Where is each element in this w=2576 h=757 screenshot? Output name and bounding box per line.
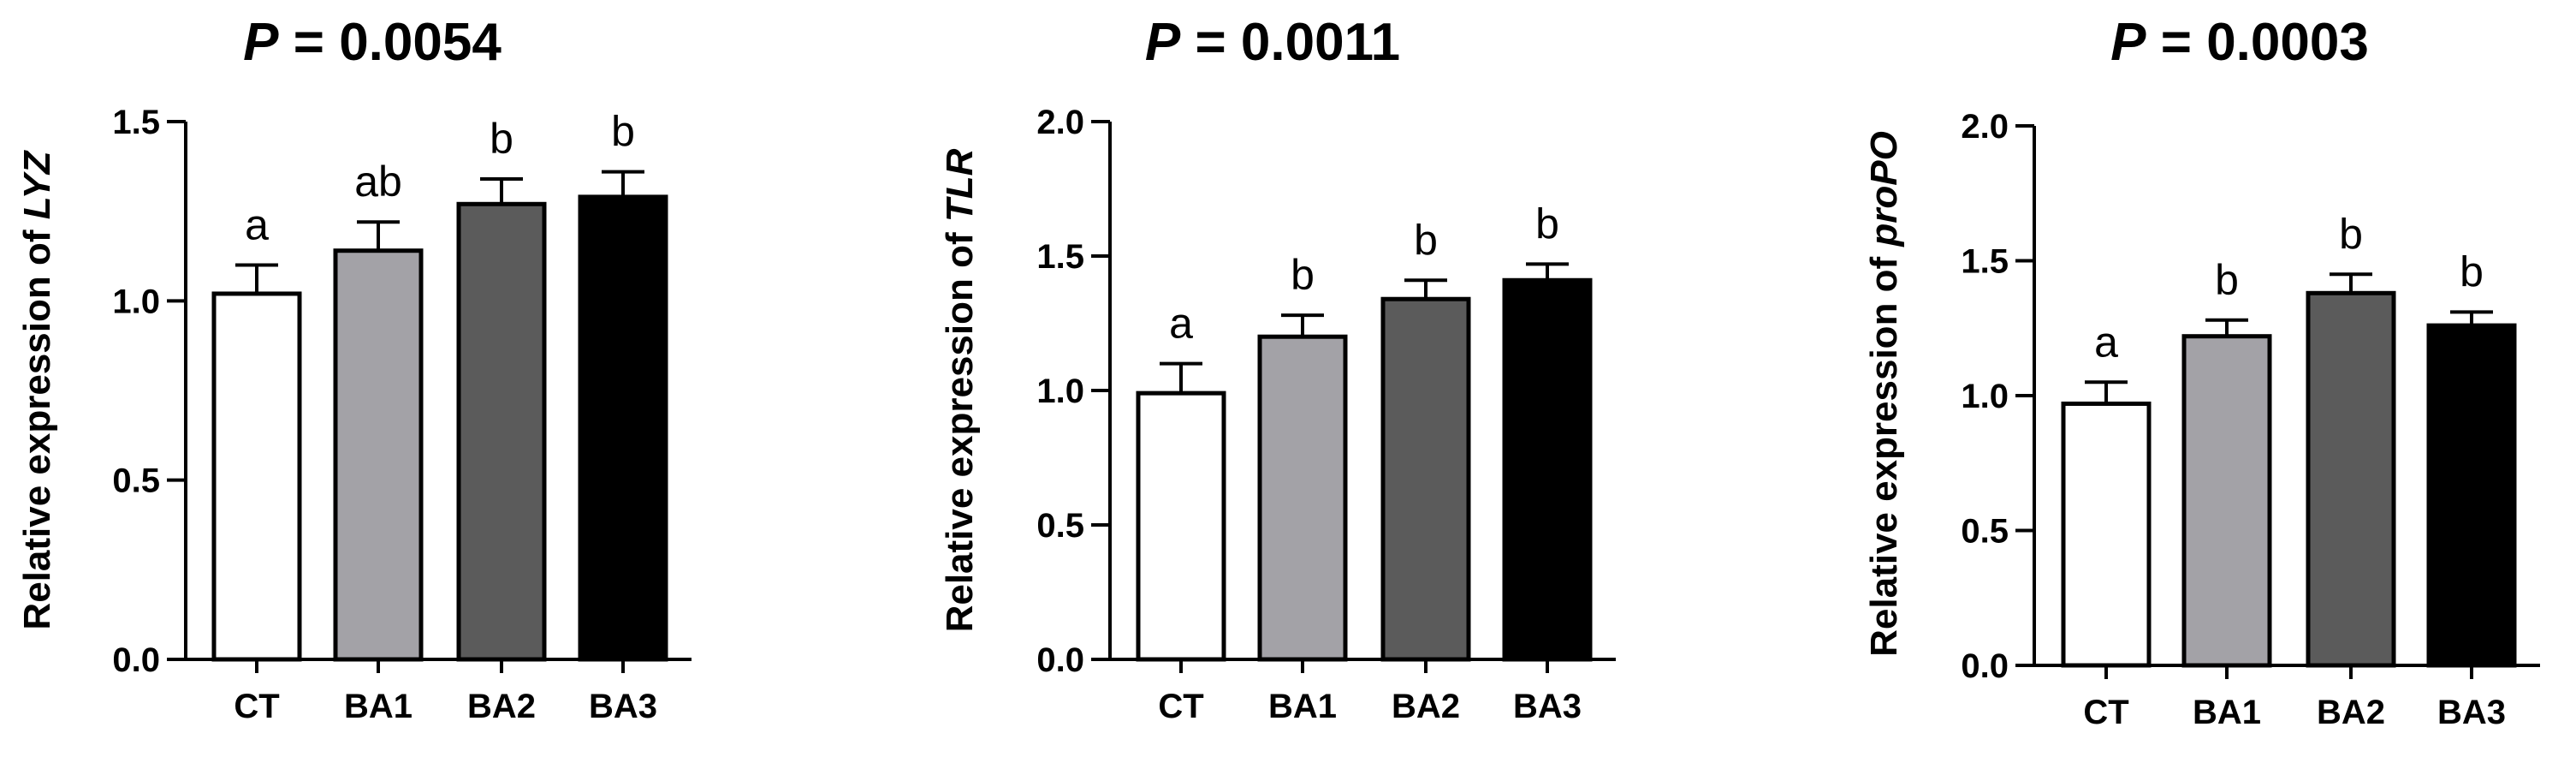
y-axis-label-gene: LYZ <box>16 149 58 219</box>
y-axis-label-text: Relative expression of <box>16 219 58 629</box>
significance-letter: b <box>2339 210 2363 258</box>
y-axis-label-text: Relative expression of <box>939 222 981 632</box>
x-tick-label: BA3 <box>589 688 657 725</box>
y-axis-label: Relative expression of TLR <box>939 148 981 632</box>
y-tick-label: 0.5 <box>1961 513 2009 551</box>
x-tick-label: BA1 <box>1268 688 1337 725</box>
significance-letter: b <box>1535 200 1559 247</box>
y-tick-label: 0.5 <box>1036 507 1084 545</box>
x-tick-label: BA3 <box>2437 694 2506 731</box>
x-tick-label: BA2 <box>467 688 536 725</box>
title-p-symbol: P <box>243 13 279 72</box>
bar-ct <box>211 291 302 662</box>
title-value: = 0.0054 <box>279 13 502 72</box>
y-tick-label: 0.0 <box>112 641 160 679</box>
y-axis-label-text: Relative expression of <box>1863 247 1905 657</box>
y-tick-label: 0.0 <box>1036 641 1084 679</box>
bar-ba1 <box>1257 334 1348 662</box>
bar-ct <box>1136 390 1226 662</box>
bar-ba1 <box>2181 334 2272 668</box>
significance-letter: b <box>2460 247 2484 295</box>
chart-panel-3: P = 0.0003 Relative expression of proPO 0.… <box>1863 13 2540 731</box>
significance-letter: a <box>1169 300 1193 348</box>
significance-letter: a <box>2094 318 2118 366</box>
significance-letter: b <box>1291 251 1315 299</box>
bar-ba2 <box>456 201 547 662</box>
bar-ba3 <box>578 194 668 662</box>
x-tick-label: CT <box>234 688 279 725</box>
x-tick-label: BA2 <box>1392 688 1460 725</box>
y-tick-label: 0.5 <box>112 462 160 500</box>
x-tick-label: BA2 <box>2317 694 2385 731</box>
significance-letter: b <box>2215 256 2239 304</box>
x-tick-label: BA1 <box>344 688 413 725</box>
bar-ba2 <box>2306 290 2396 668</box>
chart-title: P = 0.0054 <box>243 13 502 72</box>
y-axis-label: Relative expression of proPO <box>1863 131 1905 657</box>
significance-letter: b <box>1414 216 1438 264</box>
bar-ct <box>2061 401 2152 668</box>
chart-title: P = 0.0003 <box>2110 13 2369 72</box>
significance-letter: a <box>245 200 269 248</box>
title-value: = 0.0003 <box>2146 13 2369 72</box>
y-axis-label-gene: proPO <box>1863 131 1905 247</box>
title-p-symbol: P <box>1145 13 1181 72</box>
chart-panel-2: P = 0.0011 Relative expression of TLR 0.0 0… <box>939 13 1616 725</box>
x-tick-label: BA1 <box>2193 694 2261 731</box>
y-tick-label: 1.5 <box>1036 238 1084 276</box>
x-tick-label: CT <box>2083 694 2128 731</box>
y-tick-label: 2.0 <box>1961 108 2009 146</box>
bar-ba3 <box>1502 277 1593 662</box>
y-tick-label: 1.5 <box>112 104 160 141</box>
significance-letter: b <box>611 108 635 156</box>
chart-title: P = 0.0011 <box>1145 13 1400 72</box>
y-tick-label: 1.5 <box>1961 243 2009 281</box>
bar-ba3 <box>2426 323 2517 668</box>
significance-letter: b <box>490 115 513 163</box>
title-p-symbol: P <box>2110 13 2146 72</box>
y-tick-label: 2.0 <box>1036 104 1084 141</box>
bar-ba1 <box>333 248 424 662</box>
significance-letter: ab <box>354 158 402 206</box>
y-tick-label: 1.0 <box>112 283 160 320</box>
title-value: = 0.0011 <box>1180 13 1400 72</box>
y-axis-label: Relative expression of LYZ <box>16 149 58 629</box>
y-tick-label: 0.0 <box>1961 647 2009 685</box>
chart-panel-1: P = 0.0054 Relative expression of LYZ 0.0 0… <box>16 13 691 725</box>
bar-ba2 <box>1380 296 1471 662</box>
x-tick-label: CT <box>1158 688 1203 725</box>
y-tick-label: 1.0 <box>1961 378 2009 415</box>
x-tick-label: BA3 <box>1513 688 1582 725</box>
y-tick-label: 1.0 <box>1036 373 1084 410</box>
y-axis-label-gene: TLR <box>939 148 981 222</box>
